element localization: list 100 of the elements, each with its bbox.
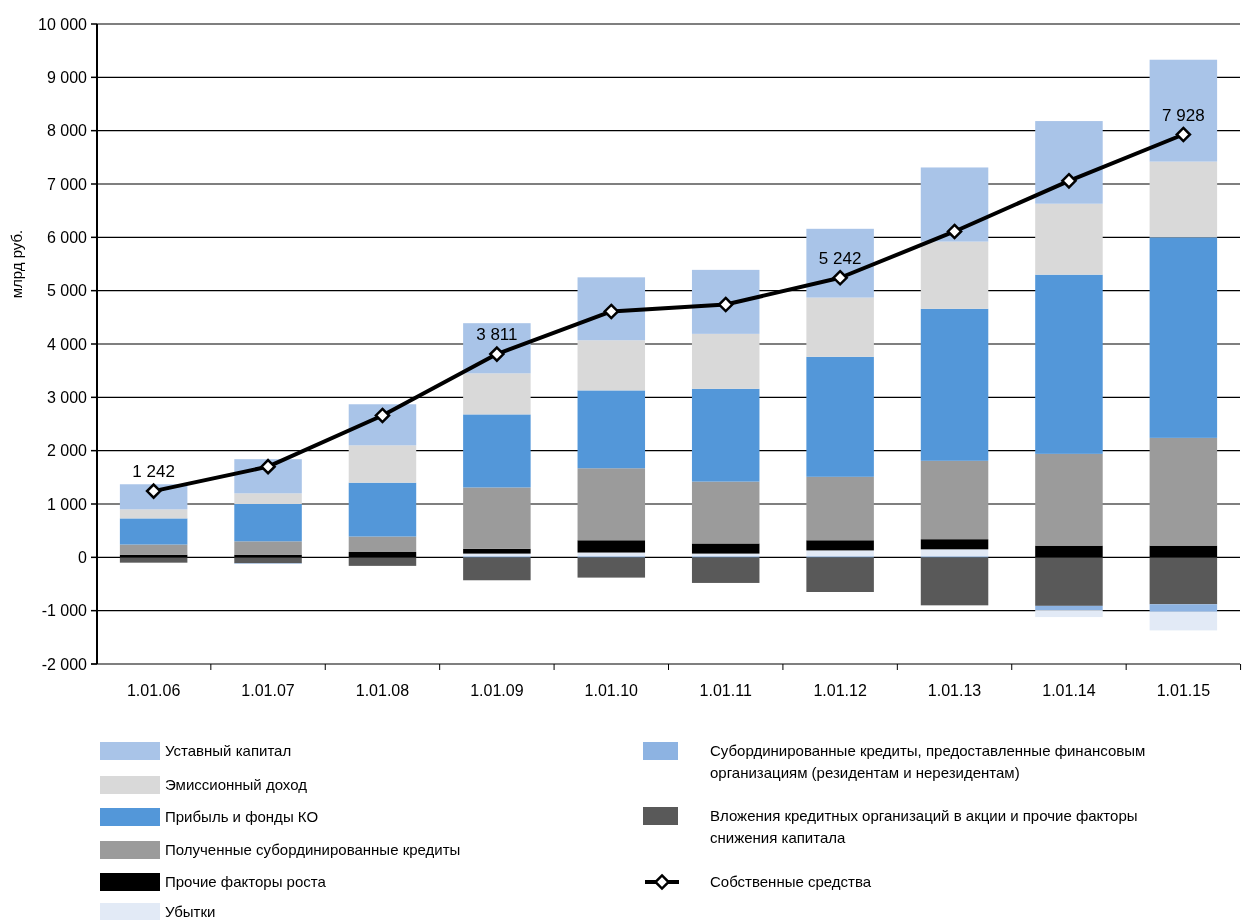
- bar: [920, 241, 989, 309]
- bar: [119, 518, 188, 545]
- legend-label: Вложения кредитных организаций в акции и прочие факторы снижения капитала: [710, 807, 1138, 846]
- y-tick-label: 4 000: [46, 335, 88, 353]
- bar: [234, 493, 302, 504]
- bar: [806, 476, 874, 541]
- legend-label: Эмиссионный доход: [165, 776, 308, 794]
- bar: [577, 340, 646, 391]
- bar: [806, 356, 874, 477]
- y-tick-label: 1 000: [46, 495, 88, 513]
- bar: [463, 548, 531, 554]
- bar: [920, 549, 989, 557]
- bar: [806, 550, 874, 557]
- bar: [920, 308, 989, 461]
- x-tick-label: 1.01.08: [355, 682, 410, 699]
- bar: [691, 543, 760, 554]
- y-tick-label: -2 000: [41, 655, 88, 673]
- legend-label: Субординированные кредиты, предоставленные финансовым организациям (резидентам и нерезидентам): [710, 742, 1146, 781]
- x-tick-label: 1.01.13: [927, 682, 982, 699]
- point: [717, 296, 734, 313]
- bar: [234, 541, 302, 555]
- x-tick-label: 1.01.09: [470, 682, 524, 699]
- bar: [1035, 453, 1103, 546]
- bar: [119, 544, 188, 555]
- bar: [577, 540, 646, 553]
- point: [374, 407, 391, 424]
- bar: [1035, 203, 1103, 275]
- bar: [691, 557, 760, 583]
- x-tick-label: 1.01.12: [813, 682, 867, 699]
- point: [260, 458, 276, 475]
- bar: [1149, 437, 1218, 546]
- x-tick-label: 1.01.15: [1156, 682, 1211, 699]
- y-tick-label: 9 000: [46, 68, 88, 86]
- bar: [691, 269, 760, 334]
- bar: [920, 460, 989, 540]
- bar: [348, 482, 417, 537]
- bar: [348, 445, 417, 483]
- bar: [577, 390, 646, 469]
- legend-label: Прибыль и фонды КО: [165, 808, 319, 826]
- bar: [1035, 121, 1103, 204]
- bar: [234, 504, 302, 542]
- bar: [1035, 610, 1103, 618]
- legend-label: Собственные средства: [710, 873, 872, 891]
- bar: [119, 557, 188, 563]
- point: [145, 483, 162, 499]
- bar: [920, 167, 989, 242]
- legend-label: Полученные субординированные кредиты: [165, 841, 461, 859]
- bar: [1035, 274, 1103, 454]
- bar: [1035, 557, 1103, 606]
- y-tick-label: 5 000: [46, 282, 88, 300]
- bar: [806, 297, 874, 357]
- bar: [1149, 604, 1218, 612]
- point: [946, 223, 963, 240]
- bar: [806, 228, 874, 298]
- bar: [234, 557, 302, 564]
- bar: [348, 557, 417, 566]
- bar: [691, 388, 760, 482]
- bar: [463, 557, 531, 581]
- legend-label: Прочие факторы роста: [165, 873, 327, 891]
- bar: [348, 552, 417, 558]
- data-label: 3 811: [476, 325, 518, 345]
- bar: [1149, 161, 1218, 238]
- bar: [1149, 59, 1218, 162]
- bar: [577, 468, 646, 541]
- point: [603, 303, 620, 320]
- x-tick-label: 1.01.07: [241, 682, 295, 699]
- bar: [463, 414, 531, 488]
- bar: [806, 540, 874, 551]
- legend-label: Убытки: [165, 903, 216, 920]
- bar: [1149, 557, 1218, 605]
- y-tick-label: 10 000: [38, 15, 88, 33]
- bar: [806, 557, 874, 592]
- y-tick-label: 3 000: [46, 388, 88, 406]
- bar: [1149, 611, 1218, 631]
- bar: [1149, 237, 1218, 438]
- point: [1061, 172, 1077, 189]
- y-tick-label: 8 000: [46, 122, 88, 140]
- bar: [463, 487, 531, 549]
- point: [1175, 126, 1192, 143]
- y-tick-label: 7 000: [46, 175, 88, 193]
- bar: [920, 557, 989, 606]
- y-tick-label: 0: [78, 548, 88, 566]
- point: [832, 269, 848, 286]
- bar: [691, 481, 760, 544]
- legend-label: Уставный капитал: [165, 742, 292, 760]
- point: [489, 346, 505, 362]
- y-tick-label: 6 000: [46, 228, 88, 246]
- data-label: 5 242: [818, 248, 862, 268]
- bar: [577, 557, 646, 578]
- bar: [119, 509, 188, 519]
- bar: [1035, 545, 1103, 558]
- y-tick-label: 2 000: [46, 442, 88, 460]
- bar: [463, 373, 531, 415]
- y-tick-label: -1 000: [41, 602, 88, 620]
- x-tick-label: 1.01.10: [584, 682, 639, 699]
- bar: [920, 539, 989, 550]
- bar: [691, 333, 760, 389]
- bar: [1035, 605, 1103, 611]
- x-tick-label: 1.01.06: [126, 682, 181, 699]
- bar: [348, 536, 417, 552]
